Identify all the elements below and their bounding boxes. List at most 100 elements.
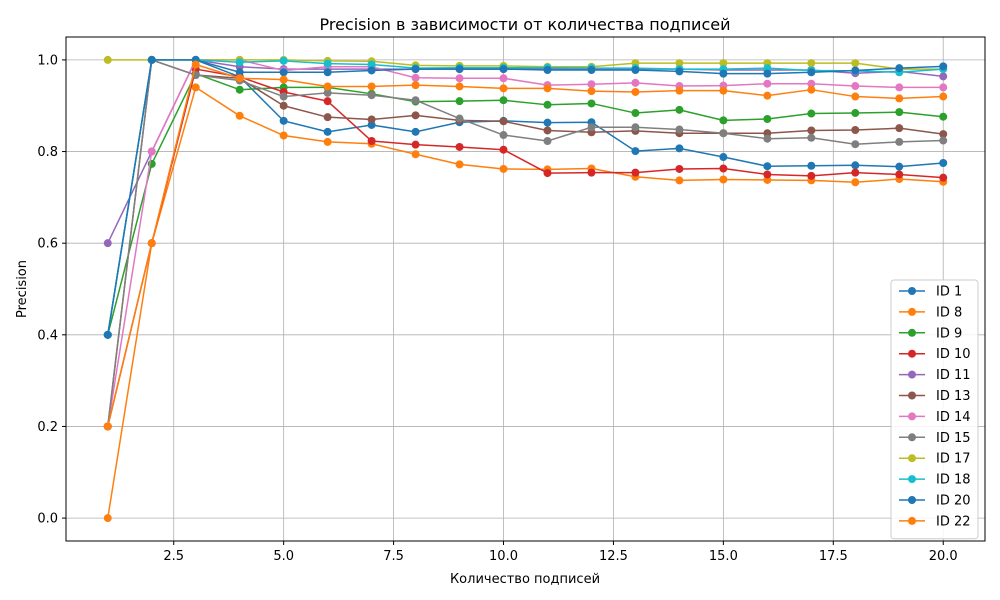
- data-point-id-10: [411, 140, 420, 149]
- legend-label: ID 9: [936, 326, 962, 341]
- data-point-id-1: [411, 127, 420, 136]
- data-point-id-10: [455, 142, 464, 151]
- data-point-id-22: [103, 422, 112, 431]
- data-point-id-15: [807, 133, 816, 142]
- legend-label: ID 18: [936, 473, 971, 488]
- data-point-id-22: [763, 91, 772, 100]
- data-point-id-13: [499, 117, 508, 126]
- data-point-id-22: [851, 92, 860, 101]
- data-point-id-20: [235, 68, 244, 77]
- data-point-id-8: [235, 111, 244, 120]
- data-point-id-13: [895, 124, 904, 133]
- data-point-id-20: [587, 65, 596, 74]
- data-point-id-22: [235, 74, 244, 83]
- data-point-id-17: [719, 59, 728, 68]
- x-tick-label: 20.0: [929, 549, 958, 564]
- x-tick-label: 5.0: [273, 549, 294, 564]
- data-point-id-10: [807, 171, 816, 180]
- data-point-id-20: [763, 69, 772, 78]
- data-point-id-9: [499, 96, 508, 105]
- data-point-id-15: [851, 140, 860, 149]
- grid-lines: [66, 37, 985, 541]
- data-point-id-22: [675, 86, 684, 95]
- data-point-id-17: [851, 59, 860, 68]
- data-point-id-1: [939, 159, 948, 167]
- x-tick-label: 12.5: [599, 549, 628, 564]
- data-point-id-14: [411, 73, 420, 82]
- series-line-id-8: [107, 86, 944, 519]
- data-point-id-10: [323, 97, 332, 106]
- data-point-id-20: [455, 65, 464, 74]
- data-point-id-1: [323, 127, 332, 136]
- y-tick-label: 0.6: [37, 237, 58, 252]
- legend-item: ID 18: [899, 473, 971, 488]
- data-point-id-15: [499, 131, 508, 140]
- data-point-id-13: [939, 130, 948, 139]
- y-axis-ticks: 0.0 0.2 0.4 0.6 0.8 1.0: [37, 53, 66, 527]
- legend-label: ID 8: [936, 305, 962, 320]
- data-point-id-22: [939, 92, 948, 101]
- data-point-id-8: [279, 131, 288, 140]
- data-point-id-13: [763, 129, 772, 138]
- data-point-id-14: [455, 74, 464, 83]
- data-point-id-10: [895, 170, 904, 179]
- data-point-id-13: [367, 115, 376, 124]
- data-point-id-14: [895, 83, 904, 92]
- data-point-id-22: [147, 239, 156, 248]
- data-point-id-9: [851, 109, 860, 118]
- x-tick-label: 10.0: [489, 549, 518, 564]
- data-point-id-8: [763, 175, 772, 184]
- data-point-id-15: [323, 88, 332, 97]
- legend-label: ID 11: [936, 368, 971, 383]
- legend-label: ID 17: [936, 452, 971, 467]
- data-point-id-15: [587, 123, 596, 132]
- legend-marker: [908, 496, 916, 504]
- data-point-id-9: [631, 109, 640, 118]
- data-point-id-9: [675, 105, 684, 114]
- data-point-id-15: [675, 125, 684, 134]
- data-point-id-15: [631, 123, 640, 132]
- data-point-id-11: [939, 72, 948, 81]
- data-point-id-1: [763, 162, 772, 171]
- data-point-id-13: [543, 126, 552, 135]
- data-point-id-9: [895, 108, 904, 117]
- legend-label: ID 10: [936, 347, 971, 362]
- data-point-id-13: [323, 113, 332, 122]
- series-line-id-22: [107, 63, 944, 427]
- data-point-id-22: [279, 75, 288, 84]
- data-point-id-20: [279, 68, 288, 77]
- data-point-id-10: [939, 173, 948, 182]
- data-point-id-22: [631, 87, 640, 96]
- data-point-id-8: [675, 176, 684, 185]
- data-point-id-11: [103, 239, 112, 248]
- data-point-id-8: [323, 137, 332, 146]
- data-point-id-22: [323, 82, 332, 91]
- data-point-id-22: [191, 60, 200, 69]
- data-point-id-10: [499, 145, 508, 154]
- data-point-id-17: [675, 59, 684, 68]
- legend-item: ID 15: [899, 431, 971, 446]
- legend-box: [890, 279, 979, 540]
- legend-marker: [908, 433, 916, 442]
- data-point-id-20: [411, 65, 420, 74]
- x-tick-label: 15.0: [709, 549, 738, 564]
- data-point-id-10: [675, 164, 684, 173]
- data-point-id-22: [543, 84, 552, 93]
- series-line-id-20: [107, 59, 944, 335]
- y-tick-label: 1.0: [37, 53, 58, 68]
- data-point-id-1: [631, 147, 640, 156]
- data-point-id-8: [191, 83, 200, 92]
- data-point-id-20: [939, 62, 948, 71]
- legend-item: ID 20: [899, 494, 971, 509]
- data-point-id-9: [719, 116, 728, 125]
- legend-label: ID 14: [936, 410, 971, 425]
- data-point-id-10: [763, 170, 772, 179]
- y-axis-label: Precision: [15, 260, 30, 318]
- data-point-id-10: [719, 164, 728, 173]
- data-point-id-1: [895, 162, 904, 171]
- data-point-id-10: [631, 168, 640, 177]
- legend-marker: [908, 349, 916, 358]
- legend-label: ID 1: [936, 285, 962, 300]
- data-point-id-14: [499, 74, 508, 83]
- legend-marker: [908, 516, 916, 525]
